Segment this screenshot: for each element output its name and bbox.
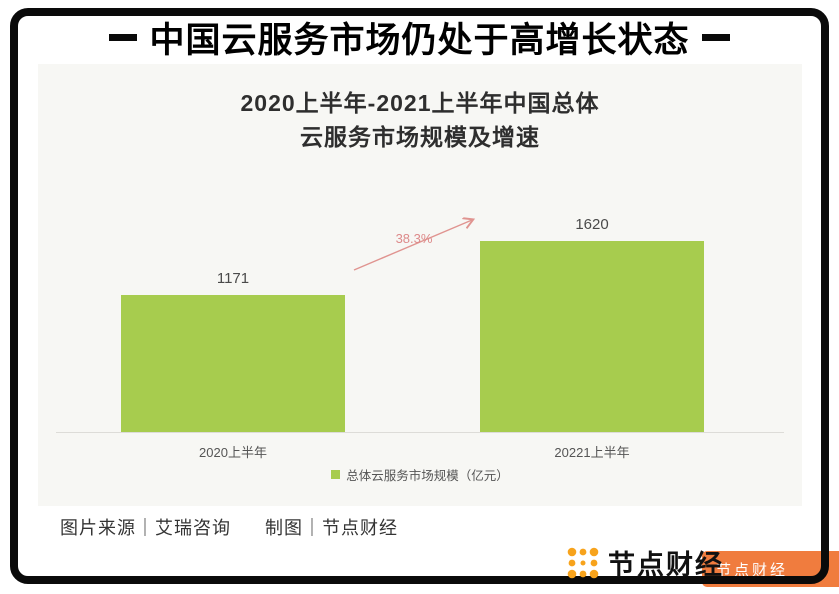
brand-logo: 节点财经	[566, 543, 724, 582]
dots-logo-icon	[567, 547, 599, 578]
watermark-text: 节点财经	[716, 561, 789, 579]
page-title: 中国云服务市场仍处于高增长状态	[149, 21, 690, 60]
chart-legend: 总体云服务市场规模（亿元）	[38, 465, 802, 484]
title-dash-right	[701, 34, 730, 41]
growth-rate-label: 38.3%	[395, 231, 433, 246]
chart-title: 2020上半年-2021上半年中国总体 云服务市场规模及增速	[38, 86, 802, 154]
bar-value-2020h1: 1171	[216, 270, 250, 287]
chart-title-line1: 2020上半年-2021上半年中国总体	[240, 90, 600, 116]
x-axis-label-2021h1: 20221上半年	[554, 445, 630, 460]
x-axis-line	[56, 432, 784, 433]
x-axis-label-2020h1: 2020上半年	[199, 445, 267, 460]
chart-credit-text: 制图｜节点财经	[265, 518, 398, 538]
legend-swatch-icon	[331, 470, 341, 479]
header: 中国云服务市场仍处于高增长状态	[0, 12, 839, 63]
legend-label: 总体云服务市场规模（亿元）	[346, 469, 509, 483]
source-credit-line: 图片来源｜艾瑞咨询 制图｜节点财经	[60, 514, 398, 540]
brand-logo-text: 节点财经	[608, 550, 724, 580]
bar-chart: 2020上半年-2021上半年中国总体 云服务市场规模及增速 1171 1620…	[38, 64, 802, 506]
title-dash-left	[109, 34, 138, 41]
bar-2021h1	[480, 241, 704, 432]
bar-2020h1	[121, 295, 345, 432]
image-source-text: 图片来源｜艾瑞咨询	[60, 518, 231, 538]
bar-value-2021h1: 1620	[575, 216, 609, 233]
chart-title-line2: 云服务市场规模及增速	[300, 124, 540, 150]
